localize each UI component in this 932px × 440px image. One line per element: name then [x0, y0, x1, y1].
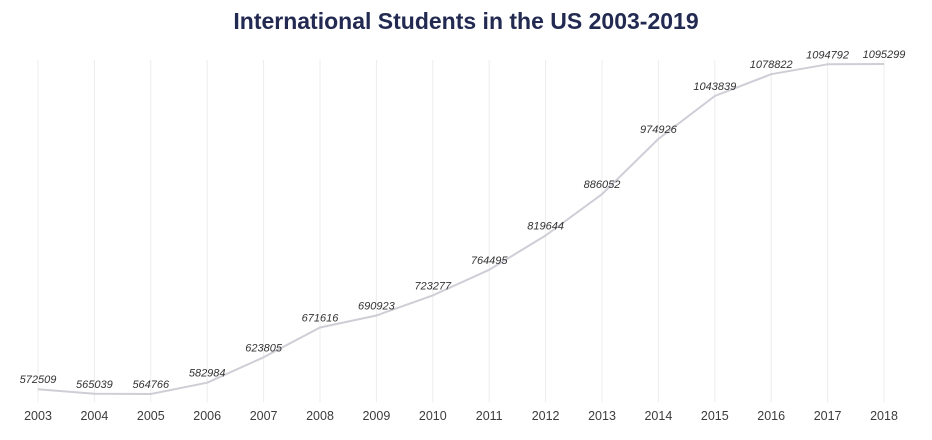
x-tick-label-2007: 2007	[250, 409, 278, 423]
x-tick-label-2011: 2011	[476, 409, 503, 423]
x-tick-label-2012: 2012	[532, 409, 560, 423]
data-labels: 572509 565039 564766 582984 623805 671616 6909…	[20, 49, 906, 391]
x-tick-label-2018: 2018	[870, 409, 898, 423]
x-tick-label-2005: 2005	[137, 409, 165, 423]
data-label-2005: 564766	[132, 379, 170, 391]
x-tick-label-2009: 2009	[362, 409, 390, 423]
x-tick-label-2014: 2014	[644, 409, 672, 423]
data-label-2006: 582984	[189, 368, 226, 380]
data-label-2008: 671616	[302, 313, 340, 325]
x-tick-label-2008: 2008	[306, 409, 334, 423]
x-tick-label-2006: 2006	[193, 409, 221, 423]
data-label-2012: 819644	[527, 220, 564, 232]
data-label-2017: 1094792	[806, 49, 849, 61]
data-label-2016: 1078822	[750, 59, 793, 71]
x-tick-label-2016: 2016	[757, 409, 785, 423]
series-line	[37, 63, 885, 395]
gridlines	[37, 60, 885, 402]
data-label-2007: 623805	[245, 342, 283, 354]
chart-title: International Students in the US 2003-20…	[233, 8, 699, 34]
x-tick-label-2003: 2003	[24, 409, 52, 423]
data-label-2004: 565039	[76, 379, 113, 391]
data-label-2010: 723277	[414, 280, 452, 292]
x-tick-label-2017: 2017	[814, 409, 842, 423]
x-axis-ticks: 2003 2004 2005 2006 2007 2008 2009 2010 2011 2012…	[24, 409, 898, 423]
data-label-2009: 690923	[358, 301, 396, 313]
data-label-2013: 886052	[584, 179, 621, 191]
data-label-2014: 974926	[640, 124, 678, 136]
data-label-2003: 572509	[20, 374, 57, 386]
series-line-group	[37, 63, 885, 395]
data-label-2015: 1043839	[693, 81, 736, 93]
x-tick-label-2010: 2010	[419, 409, 447, 423]
x-tick-label-2013: 2013	[588, 409, 616, 423]
x-tick-label-2004: 2004	[80, 409, 108, 423]
data-label-2011: 764495	[471, 255, 509, 267]
x-tick-label-2015: 2015	[701, 409, 729, 423]
data-label-2018: 1095299	[863, 49, 906, 61]
